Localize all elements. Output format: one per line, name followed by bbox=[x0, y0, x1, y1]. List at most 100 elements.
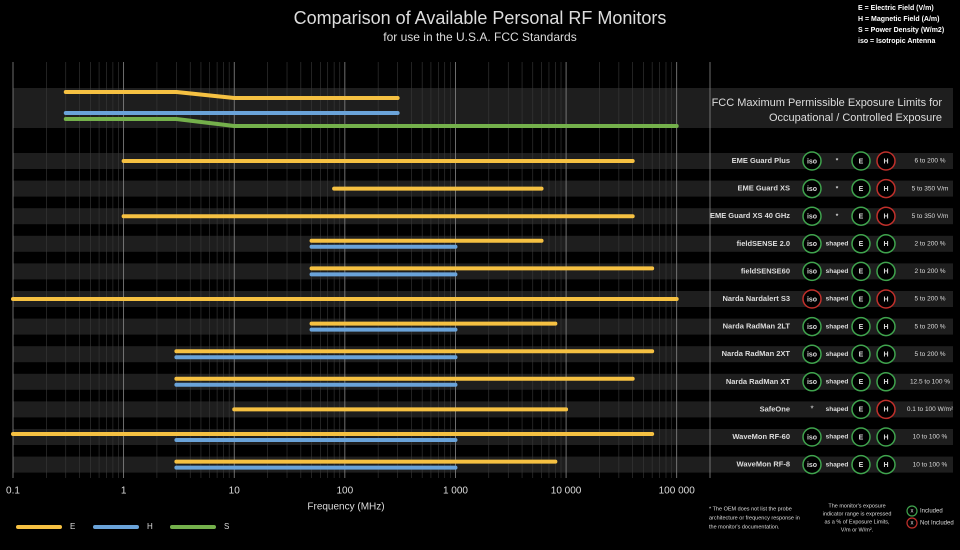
badge bbox=[851, 178, 871, 199]
device-name: fieldSENSE 2.0 bbox=[737, 239, 790, 248]
range-label: 5 to 350 V/m bbox=[912, 213, 949, 220]
range-label: 5 to 350 V/m bbox=[912, 185, 949, 192]
x-tick-label: 10 000 bbox=[551, 486, 582, 497]
device-name: EME Guard XS bbox=[737, 184, 790, 193]
legend-label: E bbox=[70, 522, 75, 531]
x-tick-label: 100 bbox=[337, 486, 354, 497]
key-badge-label: Included bbox=[920, 509, 943, 515]
badge-label: H bbox=[883, 462, 888, 469]
x-tick-label: 100 000 bbox=[659, 486, 696, 497]
architecture: shaped bbox=[826, 461, 849, 468]
badge bbox=[851, 454, 871, 475]
badge bbox=[802, 289, 822, 309]
badge-label: E bbox=[859, 296, 864, 303]
device-name: fieldSENSE60 bbox=[741, 266, 790, 275]
badge-label: E bbox=[859, 407, 864, 414]
range-label: 5 to 200 % bbox=[914, 296, 945, 303]
range-label: 5 to 200 % bbox=[914, 323, 945, 330]
device-name: EME Guard XS 40 GHz bbox=[710, 211, 790, 220]
architecture: * bbox=[836, 185, 839, 192]
range-label: 12.5 to 100 % bbox=[910, 379, 950, 386]
badge bbox=[802, 151, 822, 171]
chart-title: Comparison of Available Personal RF Moni… bbox=[294, 8, 667, 28]
badge bbox=[876, 234, 896, 254]
badge bbox=[802, 454, 822, 475]
row-band bbox=[13, 318, 953, 335]
fcc-limit-line bbox=[63, 117, 679, 128]
range-label: 2 to 200 % bbox=[914, 268, 945, 275]
fcc-label: FCC Maximum Permissible Exposure Limits … bbox=[712, 97, 943, 109]
device-name: WaveMon RF-60 bbox=[732, 432, 790, 441]
badge-label: E bbox=[859, 324, 864, 331]
range-label: 10 to 100 % bbox=[913, 461, 948, 468]
legend-label: H bbox=[147, 522, 153, 531]
badge-label: H bbox=[883, 296, 888, 303]
key-badge-symbol: x bbox=[911, 509, 914, 515]
badge bbox=[876, 178, 896, 199]
badge bbox=[876, 289, 896, 309]
badge-label: H bbox=[883, 158, 888, 165]
key-badge-label: Not Included bbox=[920, 521, 954, 527]
badge-label: E bbox=[859, 186, 864, 193]
range-note: indicator range is expressed bbox=[823, 511, 892, 517]
badge bbox=[851, 206, 871, 226]
fcc-limit-line bbox=[63, 90, 400, 100]
range-note: The monitor's exposure bbox=[828, 503, 885, 509]
range-note: as a % of Exposure Limits, bbox=[824, 519, 890, 525]
architecture: shaped bbox=[826, 268, 849, 275]
badge bbox=[851, 151, 871, 171]
badge-label: H bbox=[883, 324, 888, 331]
x-tick-label: 10 bbox=[229, 486, 241, 497]
badge bbox=[876, 261, 896, 282]
footnote: * The OEM does not list the probe bbox=[709, 506, 792, 512]
badge-label: E bbox=[859, 269, 864, 276]
badge-label: iso bbox=[807, 434, 817, 441]
badge-label: E bbox=[859, 352, 864, 359]
badge-label: iso bbox=[807, 352, 817, 359]
key-line: S = Power Density (W/m2) bbox=[858, 27, 944, 34]
badge bbox=[802, 344, 822, 364]
architecture: shaped bbox=[826, 379, 849, 386]
legend-label: S bbox=[224, 522, 229, 531]
key-line: E = Electric Field (V/m) bbox=[858, 5, 934, 12]
badge bbox=[802, 427, 822, 447]
badge-label: H bbox=[883, 352, 888, 359]
architecture: * bbox=[836, 213, 839, 220]
badge-label: H bbox=[883, 214, 888, 221]
badge-label: iso bbox=[807, 296, 817, 303]
chart-subtitle: for use in the U.S.A. FCC Standards bbox=[383, 30, 576, 44]
badge bbox=[851, 316, 871, 337]
fcc-label: Occupational / Controlled Exposure bbox=[769, 112, 942, 124]
badge bbox=[851, 234, 871, 254]
badge bbox=[802, 316, 822, 337]
antenna-note: * bbox=[810, 405, 813, 414]
badge-label: H bbox=[883, 269, 888, 276]
x-tick-label: 0.1 bbox=[6, 486, 20, 497]
badge bbox=[876, 372, 896, 392]
range-label: 10 to 100 % bbox=[913, 434, 948, 441]
architecture: * bbox=[836, 158, 839, 165]
key-badge bbox=[906, 517, 918, 529]
range-label: 6 to 200 % bbox=[914, 158, 945, 165]
badge bbox=[802, 178, 822, 199]
badge bbox=[876, 151, 896, 171]
footnote: architecture or frequency response in bbox=[709, 515, 800, 521]
badge bbox=[851, 399, 871, 420]
badge-label: iso bbox=[807, 186, 817, 193]
architecture: shaped bbox=[826, 296, 849, 303]
badge-label: iso bbox=[807, 269, 817, 276]
row-band bbox=[13, 263, 953, 280]
badge bbox=[851, 372, 871, 392]
device-name: Narda Nardalert S3 bbox=[722, 294, 790, 303]
device-name: Narda RadMan 2XT bbox=[722, 349, 791, 358]
row-band bbox=[13, 235, 953, 252]
x-tick-label: 1 000 bbox=[443, 486, 468, 497]
range-label: 0.1 to 100 W/m² bbox=[907, 406, 954, 413]
badge-label: H bbox=[883, 241, 888, 248]
device-name: Narda RadMan XT bbox=[726, 377, 791, 386]
badge-label: iso bbox=[807, 241, 817, 248]
badge bbox=[802, 206, 822, 226]
badge bbox=[876, 427, 896, 447]
badge bbox=[802, 261, 822, 282]
badge bbox=[876, 316, 896, 337]
